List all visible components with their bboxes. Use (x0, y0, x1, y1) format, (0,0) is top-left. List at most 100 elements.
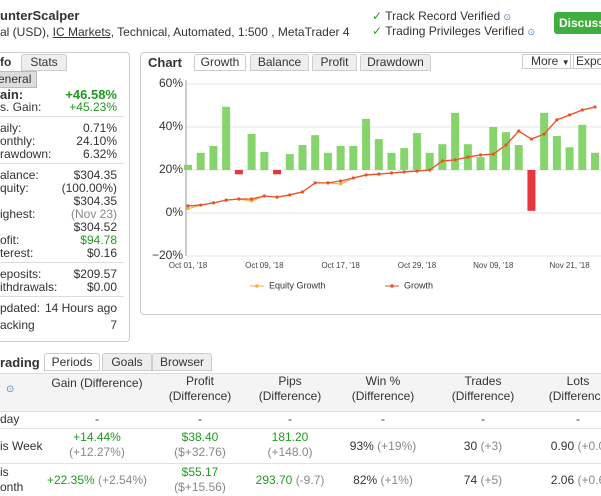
point (364, 173, 368, 177)
cell: - (423, 412, 543, 427)
point (402, 170, 406, 174)
chart-tab[interactable]: Balance (250, 54, 309, 71)
legend-marker (255, 284, 259, 288)
bar (298, 145, 307, 170)
cell-value: 181.20 (271, 430, 309, 444)
stat-label: ithdrawals: (0, 280, 58, 294)
stat-value: +45.23% (69, 100, 117, 114)
stat-label: pdated: (0, 301, 41, 315)
cell: 93% (+19%) (323, 439, 443, 454)
more-button[interactable]: More ▼ (522, 54, 574, 69)
export-button[interactable]: Expo (570, 54, 601, 69)
info-tab[interactable]: Stats (21, 54, 67, 71)
point (186, 207, 190, 211)
stat-label: ain: (0, 87, 24, 102)
x-tick-label: Oct 09, '18 (245, 261, 284, 270)
period-tab[interactable]: Goals (102, 353, 152, 371)
stat-value: +46.58% (65, 87, 117, 102)
x-tick-label: Oct 29, '18 (398, 261, 437, 270)
bar (260, 151, 269, 170)
stat-label: eposits: (0, 267, 42, 281)
bar (514, 145, 523, 170)
row-separator (0, 428, 601, 429)
point (428, 168, 432, 172)
point (580, 108, 584, 112)
subtitle-text: al (USD), (0, 25, 53, 39)
section-title: rading (0, 355, 40, 370)
bar (387, 152, 396, 170)
cell-value: 82% (353, 472, 378, 487)
stat-label: acking (0, 318, 35, 332)
stat-label: rawdown: (0, 147, 52, 161)
point (529, 137, 534, 141)
cell-diff: (+148.0) (267, 445, 313, 459)
broker-link[interactable]: IC Markets (52, 25, 111, 39)
chart-tab[interactable]: Growth (194, 54, 246, 71)
point (339, 182, 343, 186)
bar (552, 136, 561, 170)
bar (196, 152, 205, 170)
cell-value: - (288, 412, 292, 426)
row-label: day (0, 412, 20, 426)
x-tick-label: Oct 17, '18 (321, 261, 360, 270)
bar (222, 106, 231, 170)
column-header: (Difference) (258, 389, 322, 403)
row-label: is (0, 465, 9, 479)
separator (0, 262, 124, 263)
bar (349, 145, 358, 170)
bar (527, 170, 536, 211)
cell-value: +14.44% (73, 430, 121, 444)
info-subtab[interactable]: eneral (0, 71, 37, 88)
stat-value: (100.00%) (61, 181, 117, 195)
legend-marker (390, 284, 394, 288)
stat-value: 7 (110, 318, 117, 332)
discuss-button[interactable]: Discuss (554, 12, 601, 34)
cell: 293.70 (-9.7) (230, 473, 350, 488)
cell-diff: (+12.27%) (69, 445, 125, 459)
cell-value: 30 (463, 438, 478, 453)
bar (311, 135, 320, 170)
stat-label: s. Gain: (0, 100, 42, 114)
bar (184, 164, 192, 170)
cell-value: 2.06 (550, 472, 575, 487)
cell-value: +22.35% (46, 472, 95, 487)
chart-panel (140, 52, 601, 315)
bar (323, 152, 332, 170)
point (440, 159, 444, 163)
point (504, 143, 508, 147)
chart: 60% 40% 20% 0% −20% Equity Growth Growth Oct 01… (152, 76, 601, 290)
stat-label: ighest: (0, 207, 36, 221)
point (288, 193, 292, 197)
cell: - (323, 412, 443, 427)
cell: 2.06 (+0.6 (518, 473, 601, 488)
chart-tab[interactable]: Drawdown (360, 54, 431, 71)
cell-diff: (+3) (480, 438, 503, 453)
cell-value: - (95, 412, 99, 426)
y-tick-label: 20% (159, 162, 183, 176)
bar (565, 147, 574, 170)
chart-tab[interactable]: Profit (312, 54, 357, 71)
stat-value: $304.35 (73, 168, 117, 182)
more-text: More (531, 54, 559, 68)
point (389, 171, 394, 175)
row-separator (0, 463, 601, 464)
period-tab[interactable]: Browser (152, 353, 212, 371)
chart-heading: Chart (148, 55, 182, 70)
bar (489, 127, 498, 170)
cell: +22.35% (+2.54%) (37, 473, 157, 488)
point (517, 129, 521, 133)
info-tab: fo (0, 55, 12, 69)
cell-value: - (381, 412, 385, 426)
point (453, 158, 457, 162)
point (224, 198, 228, 202)
cell-value: 293.70 (255, 472, 293, 487)
cell: - (518, 412, 601, 427)
cell-diff: (+1%) (380, 472, 413, 487)
period-tab[interactable]: Periods (44, 353, 100, 371)
bar (412, 133, 421, 170)
bar (578, 124, 587, 170)
point (262, 194, 266, 198)
y-tick-label: 0% (166, 205, 184, 219)
cell-value: 93% (349, 438, 374, 453)
column-header: Trades (464, 374, 502, 388)
